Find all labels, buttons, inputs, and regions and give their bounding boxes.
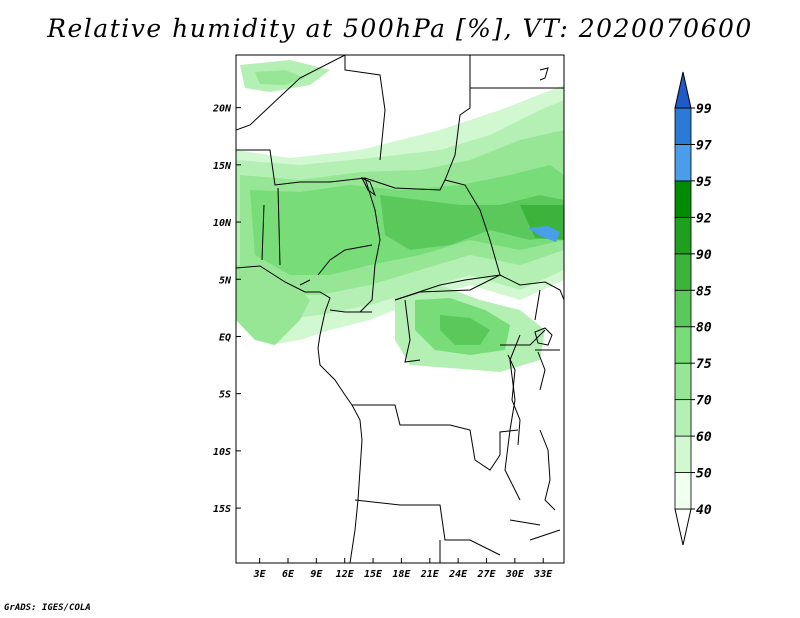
- lake-victoria: [534, 327, 553, 346]
- colorbar-label: 97: [696, 138, 712, 153]
- country-borders: [236, 55, 564, 563]
- colorbar-segment: [674, 216, 692, 255]
- lake-chad: [360, 176, 377, 197]
- lon-tick-label: 9E: [310, 569, 323, 580]
- lon-tick-label: 27E: [476, 569, 496, 580]
- humidity-area-central-3: [440, 315, 490, 345]
- colorbar-segment: [674, 362, 692, 401]
- colorbar-segment: [674, 326, 692, 364]
- lon-tick-label: 30E: [505, 569, 525, 580]
- lat-tick-label: 20N: [212, 104, 232, 115]
- colorbar-lower-arrow: [674, 508, 692, 546]
- grads-credit: GrADS: IGES/COLA: [4, 603, 91, 613]
- lon-tick-label: 21E: [420, 569, 440, 580]
- colorbar-label: 90: [696, 248, 712, 263]
- lon-tick-label: 3E: [253, 569, 267, 580]
- humidity-area-sahel-5: [380, 195, 564, 250]
- colorbar-segment: [674, 472, 692, 510]
- colorbar-segment: [674, 144, 692, 182]
- coastline-west-africa: [236, 265, 363, 563]
- lat-tick-label: 10S: [213, 447, 231, 458]
- colorbar-segment: [674, 435, 692, 473]
- lat-tick-label: 5N: [219, 275, 232, 286]
- colorbar-label: 70: [696, 394, 712, 409]
- colorbar-label: 92: [696, 211, 712, 226]
- lon-tick-label: 24E: [448, 569, 468, 580]
- lat-tick-label: EQ: [219, 332, 231, 343]
- humidity-area-lake: [528, 226, 560, 242]
- humidity-area-north-2: [255, 70, 305, 85]
- lon-tick-label: 12E: [336, 569, 355, 580]
- latitude-axis: 20N 15N 10N 5N EQ 5S 10S 15S: [212, 104, 241, 515]
- colorbar-label: 80: [696, 321, 712, 336]
- lat-tick-label: 15S: [213, 504, 231, 515]
- humidity-field: [236, 60, 564, 372]
- lon-tick-label: 6E: [282, 569, 295, 580]
- colorbar-label: 95: [696, 175, 712, 190]
- border-east-lakes: [507, 349, 560, 511]
- nile-marsh: [539, 67, 549, 81]
- colorbar-segment: [674, 289, 692, 328]
- colorbar-upper-arrow: [674, 71, 692, 109]
- chart-title: Relative humidity at 500hPa [%], VT: 202…: [47, 14, 753, 43]
- map-frame: [235, 54, 565, 564]
- colorbar-label: 99: [696, 102, 712, 117]
- longitude-axis: 3E 6E 9E 12E 15E 18E 21E 24E 27E 30E 33E: [253, 558, 553, 580]
- lat-tick-label: 15N: [213, 161, 232, 172]
- border-sahara: [236, 55, 564, 181]
- colorbar-segment: [674, 399, 692, 437]
- lat-tick-label: 10N: [213, 218, 232, 229]
- lon-tick-label: 33E: [533, 569, 553, 580]
- colorbar-segment: [674, 180, 692, 218]
- lat-tick-label: 5S: [219, 390, 231, 401]
- border-central-africa: [394, 274, 564, 501]
- border-sahel: [236, 149, 501, 313]
- border-southern-africa: [352, 404, 561, 563]
- colorbar: 40 50 60 70 75 80 85 90 92 95 97 99: [674, 71, 712, 546]
- lon-tick-label: 15E: [364, 569, 383, 580]
- colorbar-label: 75: [696, 357, 712, 372]
- colorbar-label: 60: [696, 430, 712, 445]
- colorbar-segment: [674, 253, 692, 291]
- lon-tick-label: 18E: [392, 569, 411, 580]
- colorbar-label: 50: [696, 467, 712, 482]
- border-west-coast-states: [261, 187, 373, 313]
- colorbar-label: 85: [696, 284, 712, 299]
- colorbar-segment: [674, 107, 692, 145]
- colorbar-label: 40: [696, 503, 712, 518]
